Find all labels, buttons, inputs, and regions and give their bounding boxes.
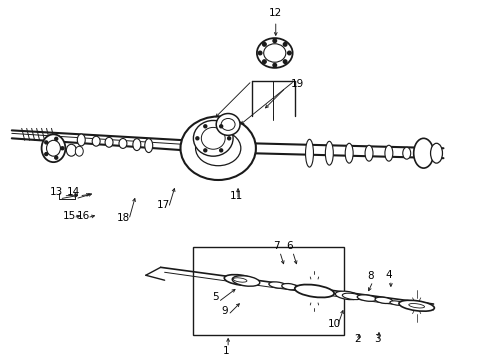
Text: 2: 2 bbox=[353, 334, 360, 344]
Text: 19: 19 bbox=[290, 79, 304, 89]
Circle shape bbox=[203, 125, 206, 128]
Text: 12: 12 bbox=[268, 8, 282, 18]
Ellipse shape bbox=[144, 139, 152, 153]
Ellipse shape bbox=[342, 293, 361, 300]
Text: 8: 8 bbox=[367, 271, 373, 281]
Ellipse shape bbox=[365, 145, 372, 161]
Text: 13: 13 bbox=[50, 187, 63, 197]
Text: 15: 15 bbox=[62, 211, 76, 221]
Text: 7: 7 bbox=[273, 242, 280, 252]
Ellipse shape bbox=[268, 282, 286, 288]
Ellipse shape bbox=[75, 146, 83, 156]
Ellipse shape bbox=[193, 121, 233, 156]
Text: 9: 9 bbox=[222, 306, 228, 316]
Text: 14: 14 bbox=[66, 187, 80, 197]
Circle shape bbox=[272, 39, 276, 42]
Ellipse shape bbox=[41, 134, 65, 162]
Text: 10: 10 bbox=[327, 319, 340, 329]
Circle shape bbox=[287, 51, 290, 55]
Ellipse shape bbox=[398, 300, 433, 311]
Text: 5: 5 bbox=[211, 292, 218, 302]
Text: 11: 11 bbox=[229, 191, 242, 201]
Ellipse shape bbox=[180, 117, 255, 180]
Circle shape bbox=[55, 137, 58, 140]
Ellipse shape bbox=[294, 284, 333, 297]
Text: 6: 6 bbox=[286, 242, 292, 252]
Ellipse shape bbox=[119, 139, 127, 148]
Circle shape bbox=[219, 149, 222, 152]
Ellipse shape bbox=[232, 276, 259, 286]
Circle shape bbox=[45, 141, 48, 144]
Circle shape bbox=[196, 137, 199, 140]
Text: 1: 1 bbox=[223, 346, 229, 356]
Ellipse shape bbox=[92, 136, 100, 146]
Ellipse shape bbox=[345, 143, 352, 163]
Circle shape bbox=[262, 42, 265, 46]
Circle shape bbox=[283, 42, 286, 46]
Ellipse shape bbox=[105, 137, 113, 147]
Circle shape bbox=[262, 60, 265, 63]
Circle shape bbox=[272, 63, 276, 67]
Ellipse shape bbox=[216, 113, 240, 135]
Ellipse shape bbox=[281, 284, 297, 290]
Ellipse shape bbox=[305, 139, 313, 167]
Ellipse shape bbox=[356, 295, 376, 301]
Circle shape bbox=[283, 60, 286, 63]
Ellipse shape bbox=[77, 134, 85, 146]
Ellipse shape bbox=[325, 141, 333, 165]
Text: 18: 18 bbox=[116, 213, 129, 223]
Ellipse shape bbox=[133, 139, 141, 150]
Ellipse shape bbox=[429, 143, 442, 163]
Text: 3: 3 bbox=[373, 334, 380, 344]
Ellipse shape bbox=[256, 38, 292, 68]
Ellipse shape bbox=[402, 147, 410, 159]
Ellipse shape bbox=[413, 138, 433, 168]
Ellipse shape bbox=[335, 291, 358, 300]
Circle shape bbox=[61, 147, 64, 150]
Ellipse shape bbox=[66, 144, 76, 156]
Text: 16: 16 bbox=[77, 211, 90, 221]
Circle shape bbox=[227, 137, 230, 140]
Bar bbox=[193, 247, 344, 335]
Circle shape bbox=[203, 149, 206, 152]
Circle shape bbox=[45, 153, 48, 156]
Circle shape bbox=[219, 125, 222, 128]
Circle shape bbox=[258, 51, 262, 55]
Ellipse shape bbox=[384, 145, 392, 161]
Text: 4: 4 bbox=[385, 270, 391, 280]
Ellipse shape bbox=[224, 275, 255, 285]
Ellipse shape bbox=[374, 297, 392, 303]
Ellipse shape bbox=[389, 301, 403, 305]
Text: 17: 17 bbox=[157, 200, 170, 210]
Circle shape bbox=[55, 156, 58, 159]
